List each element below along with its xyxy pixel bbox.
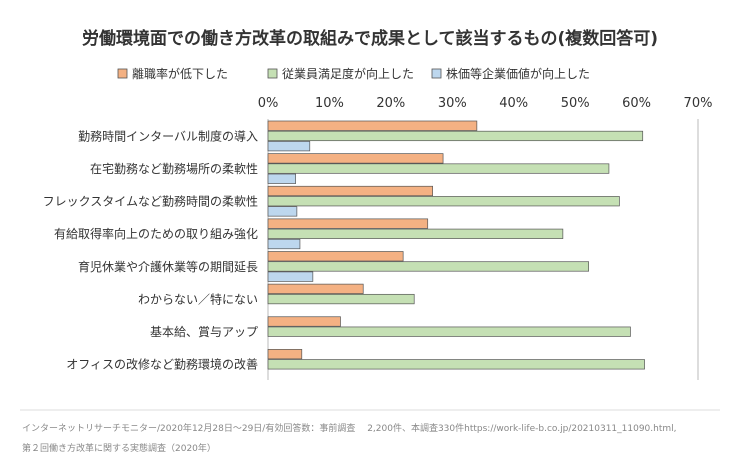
category-label: わからない／特にない [138, 291, 258, 306]
x-tick-label: 60% [622, 96, 651, 111]
category-label: 有給取得率向上のための取り組み強化 [54, 226, 258, 241]
bar-2-3 [267, 196, 620, 207]
bar-1-1 [267, 120, 478, 131]
category-label: 在宅勤務など勤務場所の柔軟性 [90, 161, 258, 176]
x-tick-label: 70% [684, 96, 713, 111]
legend-label-2: 従業員満足度が向上した [282, 66, 414, 81]
legend: 離職率が低下した 従業員満足度が向上した 株価等企業価値が向上した [117, 66, 590, 81]
bar-2-8 [267, 359, 645, 370]
x-tick-label: 0% [258, 96, 279, 111]
bars [267, 120, 645, 370]
bar-1-8 [267, 349, 303, 360]
bar-3-2 [267, 173, 296, 184]
bar-3-5 [267, 271, 314, 282]
category-label: 基本給、賞与アップ [150, 325, 258, 339]
bar-2-5 [267, 261, 590, 272]
x-tick-label: 40% [499, 96, 528, 111]
bar-1-5 [267, 251, 404, 262]
x-tick-label: 30% [438, 96, 467, 111]
bar-2-2 [267, 163, 610, 174]
category-label: オフィスの改修など勤務環境の改善 [66, 357, 258, 372]
chart-title: 労働環境面での働き方改革の取組みで成果として該当するもの(複数回答可) [82, 28, 658, 49]
category-label: フレックスタイムなど勤務時間の柔軟性 [43, 194, 258, 209]
legend-swatch-1 [117, 68, 128, 79]
x-tick-label: 50% [561, 96, 590, 111]
bar-2-6 [267, 293, 415, 305]
legend-swatch-3 [431, 68, 442, 79]
bar-1-4 [267, 218, 429, 229]
x-tick-label: 10% [315, 96, 344, 111]
bar-2-1 [267, 130, 644, 142]
category-label: 育児休業や介護休業等の期間延長 [78, 259, 258, 274]
bar-2-7 [267, 326, 631, 337]
bar-3-3 [267, 206, 298, 217]
category-label: 勤務時間インターバル制度の導入 [78, 128, 258, 143]
legend-label-1: 離職率が低下した [132, 66, 228, 81]
source-line-2: 第２回働き方改革に関する実態調査（2020年） [22, 442, 216, 454]
bar-3-4 [267, 238, 301, 250]
bar-1-3 [267, 185, 433, 197]
bar-1-2 [267, 153, 444, 164]
bar-3-1 [267, 141, 311, 152]
source-line-1: インターネットリサーチモニター/2020年12月28日〜29日/有効回答数：事前… [22, 422, 677, 434]
legend-label-3: 株価等企業価値が向上した [446, 66, 590, 81]
category-labels: 勤務時間インターバル制度の導入在宅勤務など勤務場所の柔軟性フレックスタイムなど勤… [43, 128, 258, 371]
bar-2-4 [267, 228, 564, 239]
legend-swatch-2 [267, 68, 278, 79]
bar-1-6 [267, 283, 364, 294]
x-axis-ticks: 0% 10% 20% 30% 40% 50% 60% 70% [258, 96, 713, 111]
bar-1-7 [267, 316, 341, 327]
x-tick-label: 20% [376, 96, 405, 111]
